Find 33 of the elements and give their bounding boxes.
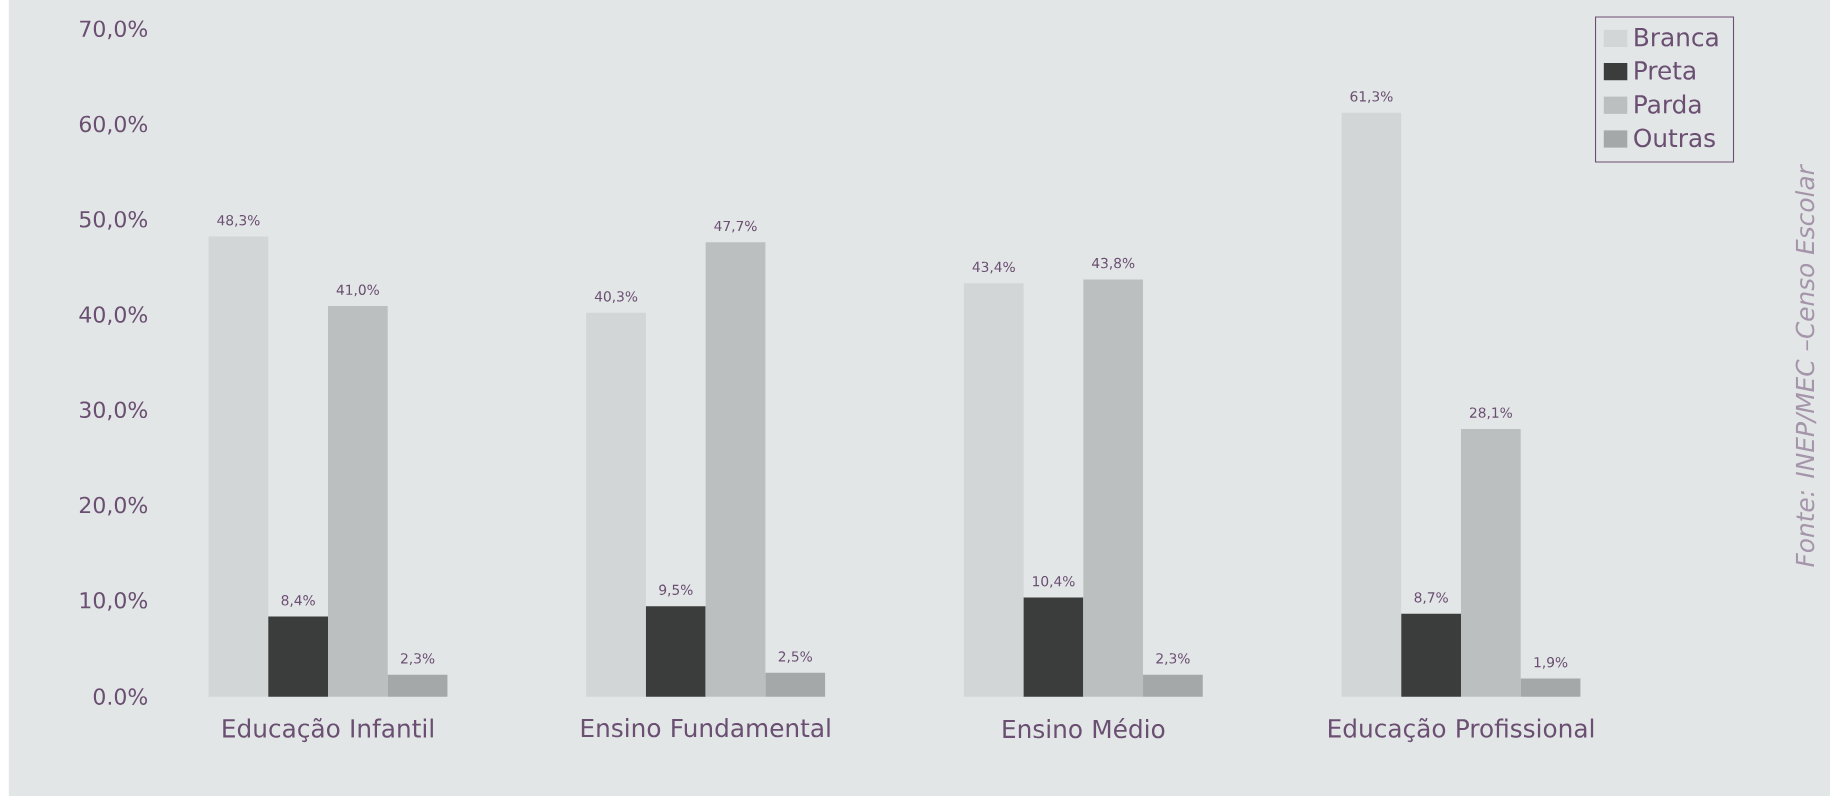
bar (1143, 674, 1203, 697)
y-tick-label: 10,0% (80, 591, 148, 611)
bar (963, 283, 1024, 697)
x-tick-label: Educação Profissional (1329, 718, 1594, 743)
bar (1083, 279, 1144, 697)
bar (328, 306, 388, 697)
y-tick-label: 30,0% (80, 401, 148, 421)
y-tick-label: 60,0% (79, 115, 148, 135)
legend-label: Branca (1635, 28, 1718, 47)
bar (705, 242, 766, 697)
legend-label: Parda (1635, 94, 1701, 114)
bar (208, 236, 269, 697)
x-tick-label: Educação Infantil (223, 718, 433, 743)
legend-label: Outras (1634, 128, 1715, 148)
x-tick-label: Ensino Fundamental (581, 718, 830, 738)
y-tick-label: 50,0% (80, 210, 148, 230)
bar (645, 606, 706, 697)
bar (1520, 678, 1581, 697)
y-tick-label: 70,0% (80, 20, 148, 40)
bar (586, 312, 646, 697)
bar (1341, 112, 1402, 697)
y-tick-label: 40,0% (79, 306, 148, 325)
bar (1401, 613, 1461, 697)
bar (1461, 428, 1521, 697)
legend-label: Preta (1635, 61, 1695, 80)
bar (765, 672, 826, 697)
y-tick-label: 20,0% (79, 496, 148, 516)
bar (387, 674, 448, 697)
y-tick-label: 0.0% (93, 688, 148, 705)
source-note: Fonte: INEP/MEC –Censo Escolar (1795, 163, 1817, 567)
x-tick-label: Ensino Médio (1003, 718, 1165, 739)
bar (1023, 597, 1084, 697)
bar (268, 616, 328, 697)
